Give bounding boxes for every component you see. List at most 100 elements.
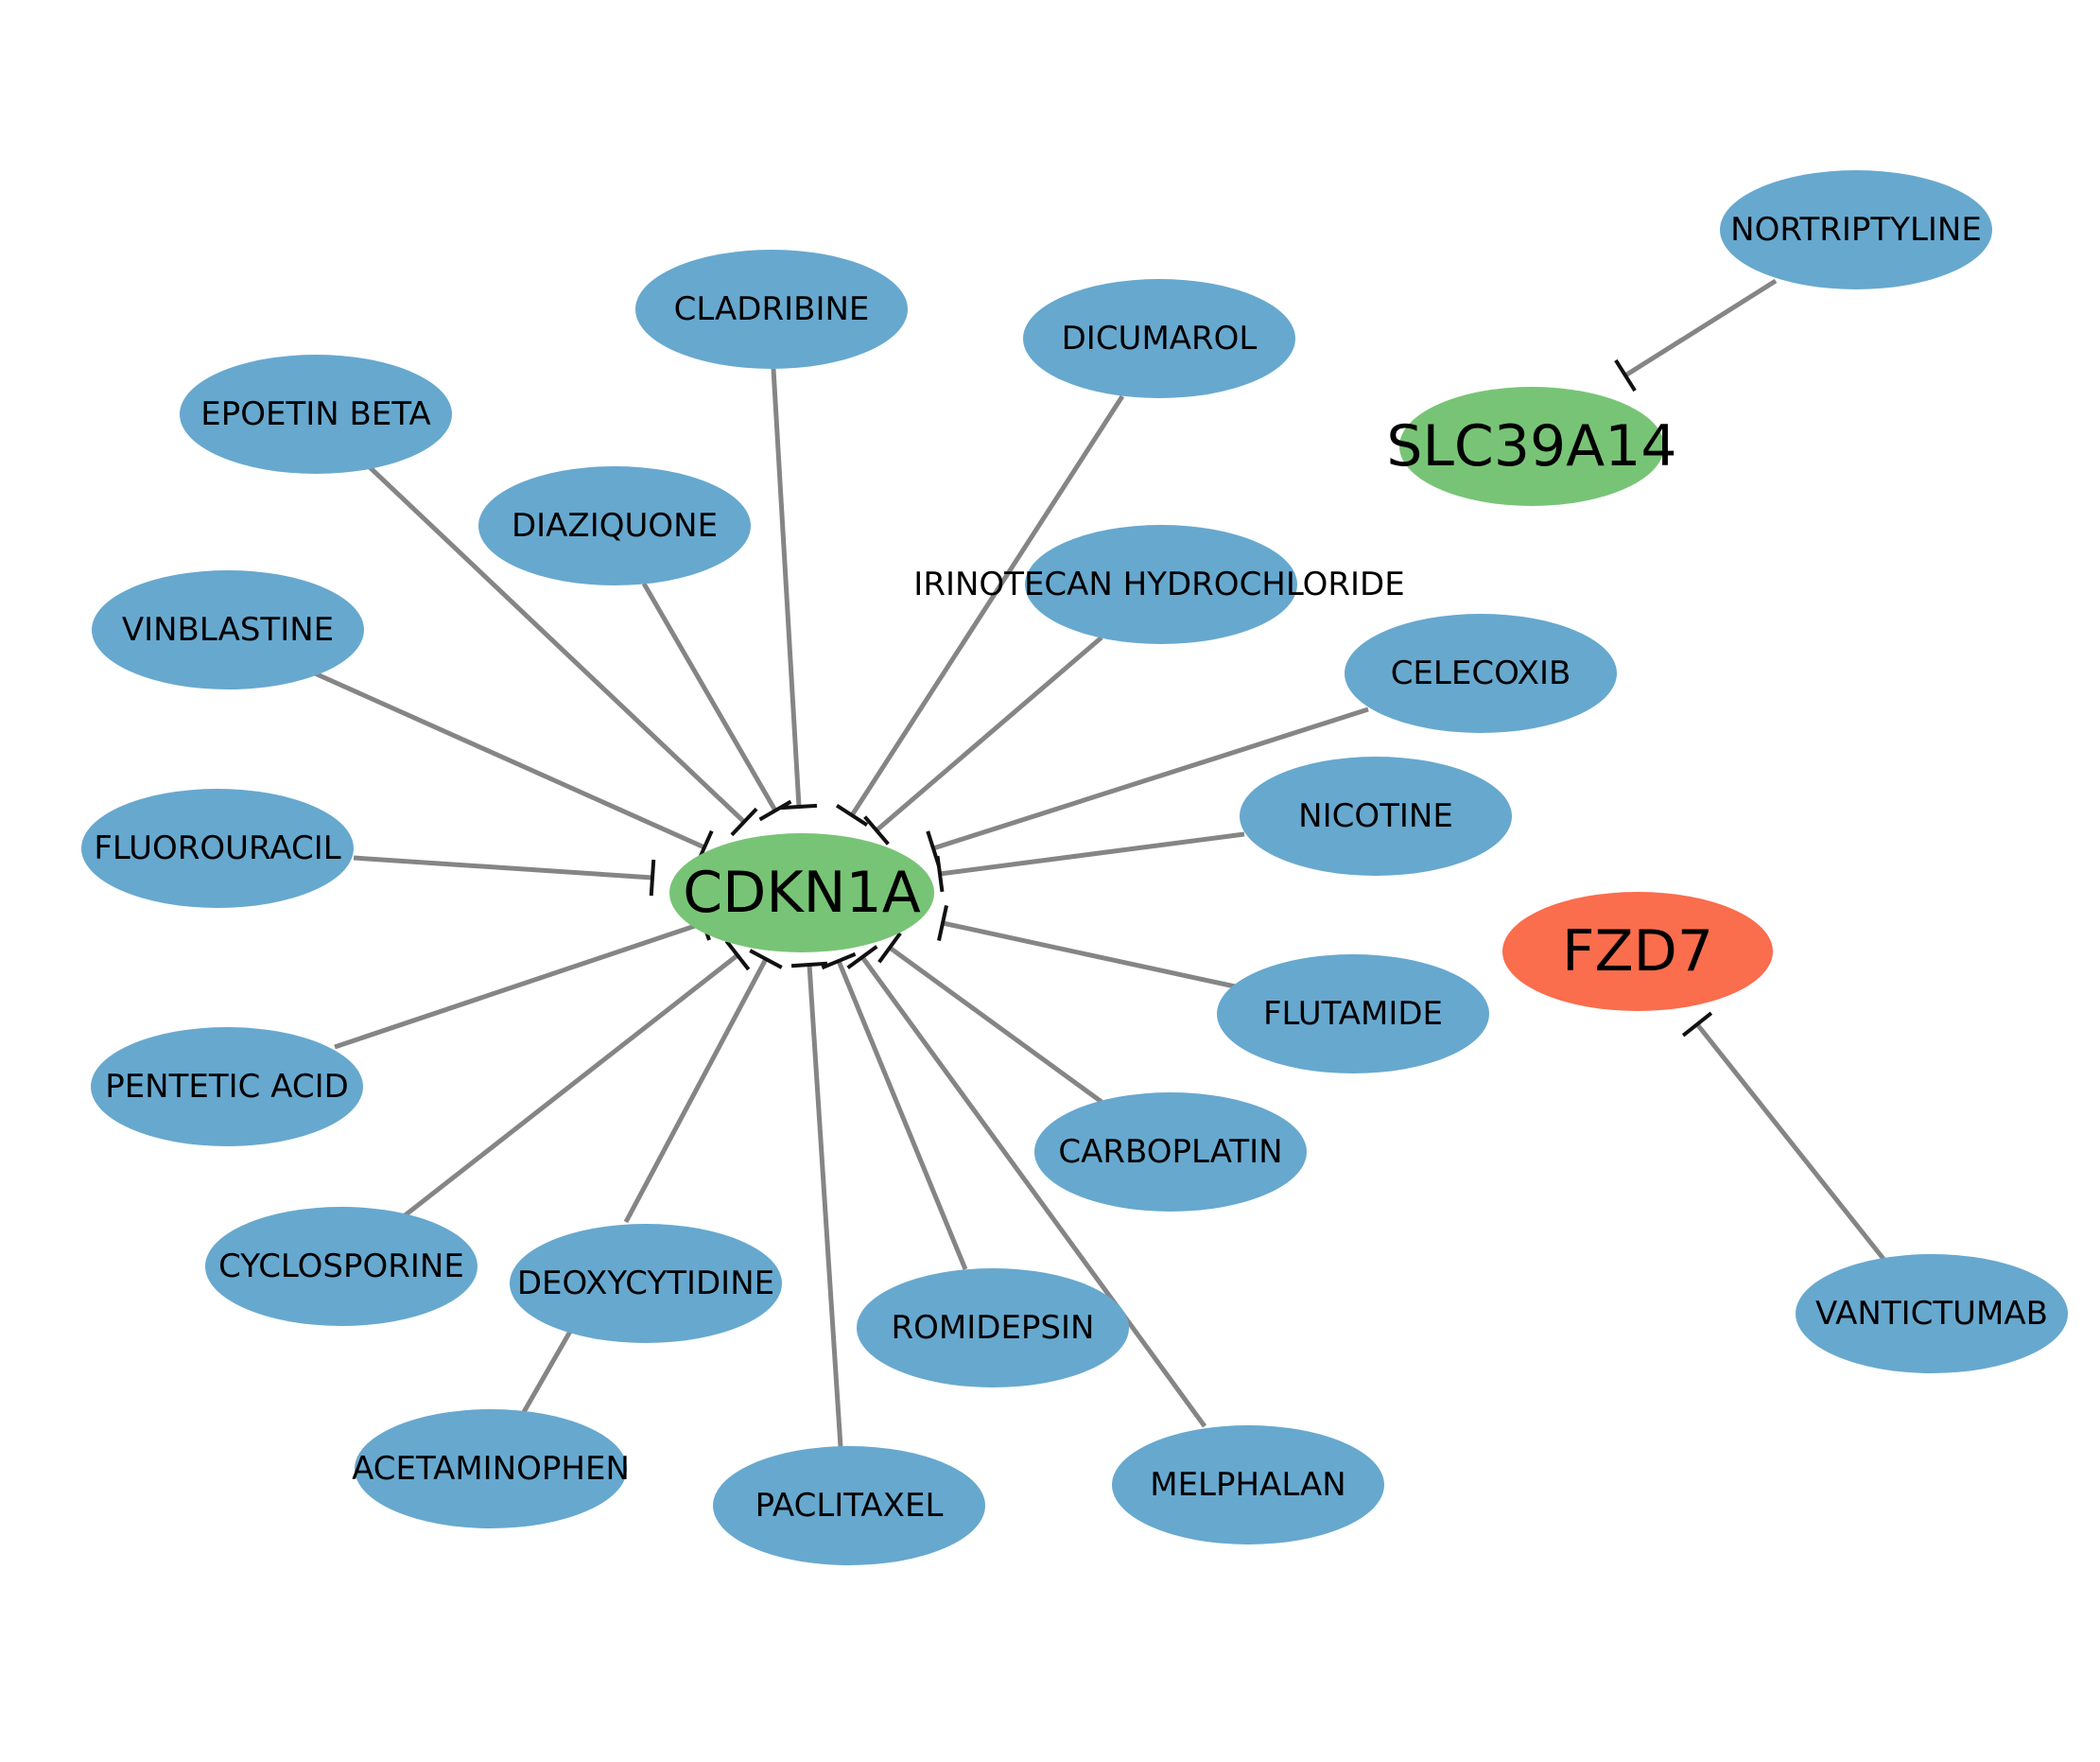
edge-nicotine-to-cdkn1a bbox=[939, 831, 1245, 877]
node-irinotecan-hydrochloride[interactable]: IRINOTECAN HYDROCHLORIDE bbox=[913, 525, 1405, 644]
node-flutamide-shape bbox=[1217, 954, 1489, 1073]
node-nicotine[interactable]: NICOTINE bbox=[1240, 757, 1512, 876]
node-diaziquone-label: DIAZIQUONE bbox=[512, 507, 718, 545]
edge-carboplatin-to-cdkn1a bbox=[888, 945, 1103, 1105]
inhibition-marker-epoetin-beta bbox=[730, 807, 758, 837]
inhibition-marker-fluorouracil bbox=[649, 859, 656, 897]
node-fzd7[interactable]: FZD7 bbox=[1502, 892, 1773, 1011]
edge-paclitaxel-to-cdkn1a bbox=[807, 964, 843, 1448]
node-fluorouracil-shape bbox=[81, 789, 354, 908]
node-nortriptyline-shape bbox=[1720, 170, 1992, 289]
inhibition-marker-flutamide bbox=[937, 905, 948, 941]
inhibition-marker-romidepsin bbox=[821, 951, 857, 970]
edge-cyclosporine-to-cdkn1a bbox=[402, 953, 739, 1218]
node-epoetin-beta-shape bbox=[180, 355, 452, 474]
node-cdkn1a-label: CDKN1A bbox=[683, 860, 921, 926]
node-cladribine-shape bbox=[635, 250, 908, 369]
node-vinblastine-label: VINBLASTINE bbox=[122, 611, 334, 649]
node-carboplatin-label: CARBOPLATIN bbox=[1058, 1133, 1282, 1171]
node-romidepsin-label: ROMIDEPSIN bbox=[892, 1309, 1095, 1347]
edge-celecoxib-to-cdkn1a bbox=[932, 707, 1369, 851]
inhibition-marker-diaziquone bbox=[758, 799, 792, 822]
node-vantictumab-shape bbox=[1796, 1254, 2068, 1373]
edge-flutamide-to-cdkn1a bbox=[942, 920, 1236, 989]
node-deoxycytidine[interactable]: DEOXYCYTIDINE bbox=[510, 1224, 782, 1343]
inhibition-marker-melphalan bbox=[846, 945, 878, 969]
node-deoxycytidine-shape bbox=[510, 1224, 782, 1343]
node-irinotecan-hydrochloride-shape bbox=[1025, 525, 1297, 644]
node-vinblastine[interactable]: VINBLASTINE bbox=[92, 570, 364, 689]
node-pentetic-acid-label: PENTETIC ACID bbox=[105, 1068, 349, 1106]
edges-layer bbox=[313, 278, 1885, 1448]
edge-deoxycytidine-to-cdkn1a bbox=[623, 957, 769, 1224]
edge-irinotecan-hydrochloride-to-cdkn1a bbox=[875, 636, 1103, 832]
node-dicumarol[interactable]: DICUMAROL bbox=[1023, 279, 1295, 398]
edge-fluorouracil-to-cdkn1a bbox=[353, 855, 653, 881]
edge-diaziquone-to-cdkn1a bbox=[641, 582, 778, 812]
node-slc39a14-label: SLC39A14 bbox=[1386, 413, 1676, 480]
node-fluorouracil-label: FLUOROURACIL bbox=[94, 829, 340, 867]
node-cdkn1a[interactable]: CDKN1A bbox=[669, 833, 934, 952]
node-cladribine[interactable]: CLADRIBINE bbox=[635, 250, 908, 369]
node-cyclosporine[interactable]: CYCLOSPORINE bbox=[205, 1207, 477, 1326]
edge-pentetic-acid-to-cdkn1a bbox=[334, 920, 704, 1050]
node-nicotine-shape bbox=[1240, 757, 1512, 876]
node-acetaminophen-shape bbox=[355, 1409, 627, 1528]
edge-cladribine-to-cdkn1a bbox=[771, 368, 802, 808]
node-paclitaxel-label: PACLITAXEL bbox=[755, 1487, 944, 1525]
node-cladribine-label: CLADRIBINE bbox=[674, 290, 870, 328]
inhibition-marker-carboplatin bbox=[877, 932, 902, 964]
node-melphalan-shape bbox=[1112, 1425, 1384, 1544]
node-celecoxib-shape bbox=[1345, 614, 1617, 733]
node-melphalan-label: MELPHALAN bbox=[1150, 1466, 1346, 1504]
node-flutamide-label: FLUTAMIDE bbox=[1263, 995, 1443, 1033]
node-paclitaxel[interactable]: PACLITAXEL bbox=[713, 1446, 985, 1565]
inhibition-marker-nicotine bbox=[935, 855, 945, 893]
inhibition-marker-paclitaxel bbox=[790, 961, 828, 968]
node-cyclosporine-shape bbox=[205, 1207, 477, 1326]
node-fzd7-shape bbox=[1502, 892, 1773, 1011]
node-fluorouracil[interactable]: FLUOROURACIL bbox=[81, 789, 354, 908]
inhibition-marker-vantictumab bbox=[1681, 1011, 1713, 1038]
node-pentetic-acid-shape bbox=[91, 1027, 363, 1146]
node-vantictumab-label: VANTICTUMAB bbox=[1815, 1295, 2048, 1333]
edge-acetaminophen-to-cdkn1a bbox=[521, 1328, 574, 1414]
node-epoetin-beta-label: EPOETIN BETA bbox=[200, 395, 430, 433]
node-romidepsin[interactable]: ROMIDEPSIN bbox=[857, 1268, 1129, 1387]
node-diaziquone-shape bbox=[478, 466, 751, 585]
node-melphalan[interactable]: MELPHALAN bbox=[1112, 1425, 1384, 1544]
edge-vinblastine-to-cdkn1a bbox=[313, 671, 706, 850]
edge-romidepsin-to-cdkn1a bbox=[836, 960, 968, 1270]
inhibition-marker-nortriptyline bbox=[1614, 358, 1637, 393]
node-deoxycytidine-label: DEOXYCYTIDINE bbox=[517, 1265, 774, 1302]
edge-dicumarol-to-cdkn1a bbox=[849, 394, 1125, 817]
node-dicumarol-label: DICUMAROL bbox=[1062, 320, 1258, 358]
node-paclitaxel-shape bbox=[713, 1446, 985, 1565]
node-flutamide[interactable]: FLUTAMIDE bbox=[1217, 954, 1489, 1073]
node-nicotine-label: NICOTINE bbox=[1298, 797, 1453, 835]
node-pentetic-acid[interactable]: PENTETIC ACID bbox=[91, 1027, 363, 1146]
inhibition-marker-dicumarol bbox=[835, 804, 869, 827]
inhibition-marker-cyclosporine bbox=[724, 939, 751, 971]
node-nortriptyline[interactable]: NORTRIPTYLINE bbox=[1720, 170, 1992, 289]
edge-vantictumab-to-fzd7 bbox=[1695, 1022, 1885, 1261]
node-carboplatin[interactable]: CARBOPLATIN bbox=[1034, 1092, 1307, 1212]
edge-nortriptyline-to-slc39a14 bbox=[1623, 278, 1778, 378]
node-irinotecan-hydrochloride-label: IRINOTECAN HYDROCHLORIDE bbox=[913, 566, 1404, 603]
nodes-layer: CLADRIBINE DICUMAROL EPOETIN BETA DIAZIQUON… bbox=[81, 170, 2068, 1565]
node-celecoxib[interactable]: CELECOXIB bbox=[1345, 614, 1617, 733]
inhibition-marker-deoxycytidine bbox=[749, 949, 783, 969]
node-vantictumab[interactable]: VANTICTUMAB bbox=[1796, 1254, 2068, 1373]
node-nortriptyline-label: NORTRIPTYLINE bbox=[1730, 211, 1982, 249]
node-slc39a14-shape bbox=[1399, 387, 1664, 506]
node-slc39a14[interactable]: SLC39A14 bbox=[1386, 387, 1677, 506]
node-cdkn1a-shape bbox=[669, 833, 934, 952]
node-acetaminophen-label: ACETAMINOPHEN bbox=[352, 1450, 630, 1488]
node-acetaminophen[interactable]: ACETAMINOPHEN bbox=[352, 1409, 630, 1528]
node-cyclosporine-label: CYCLOSPORINE bbox=[218, 1247, 464, 1285]
node-vinblastine-shape bbox=[92, 570, 364, 689]
node-epoetin-beta[interactable]: EPOETIN BETA bbox=[180, 355, 452, 474]
node-celecoxib-label: CELECOXIB bbox=[1391, 654, 1571, 692]
node-diaziquone[interactable]: DIAZIQUONE bbox=[478, 466, 751, 585]
